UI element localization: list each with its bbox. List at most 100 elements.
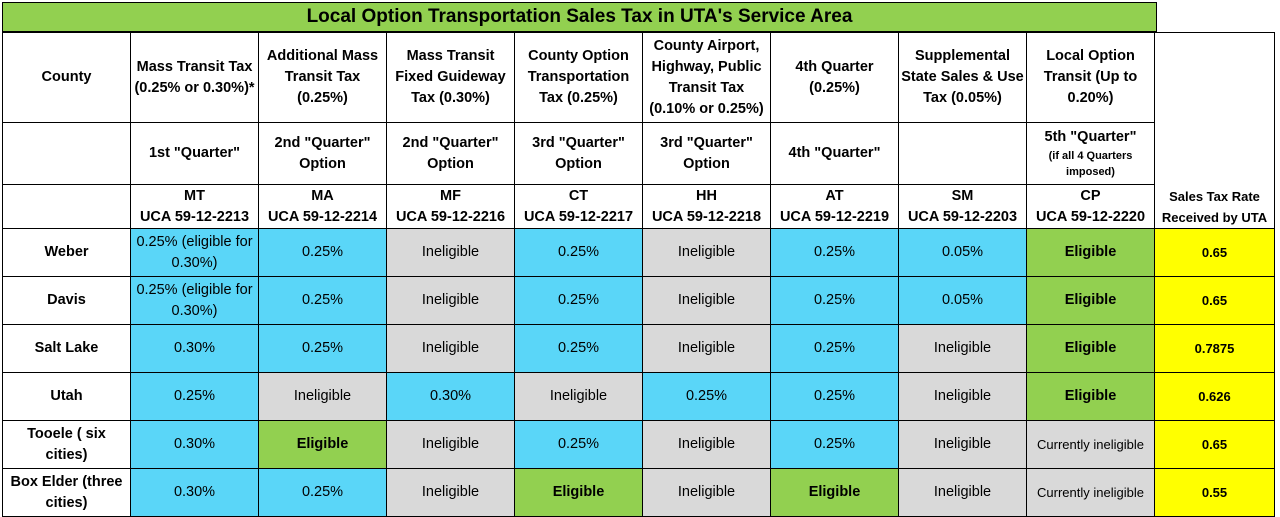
tax-cell: 0.25% bbox=[258, 324, 387, 373]
county-header-spacer bbox=[2, 184, 131, 229]
tax-cell: Eligible bbox=[514, 468, 643, 517]
quarter-note: (if all 4 Quarters imposed) bbox=[1048, 150, 1133, 178]
tax-cell: 0.25% bbox=[514, 276, 643, 325]
rate-cell: 0.55 bbox=[1154, 468, 1275, 517]
tax-code: MF bbox=[440, 187, 461, 204]
tax-cell: Ineligible bbox=[386, 420, 515, 469]
tax-cell: 0.25% bbox=[770, 420, 899, 469]
county-name: Davis bbox=[2, 276, 131, 325]
tax-cell: 0.30% bbox=[386, 372, 515, 421]
quarter-text: 1st "Quarter" bbox=[148, 145, 241, 161]
quarter-label: 5th "Quarter" (if all 4 Quarters imposed) bbox=[1026, 122, 1155, 185]
tax-cell: Eligible bbox=[1026, 372, 1155, 421]
rate-cell: 0.7875 bbox=[1154, 324, 1275, 373]
county-name: Tooele ( six cities) bbox=[2, 420, 131, 469]
county-name: Utah bbox=[2, 372, 131, 421]
header-row-codes: MT UCA 59-12-2213 MA UCA 59-12-2214 MF UCA 59… bbox=[2, 184, 1275, 229]
tax-cell: Ineligible bbox=[898, 324, 1027, 373]
tax-cell: 0.05% bbox=[898, 276, 1027, 325]
quarter-text: 2nd "Quarter" Option bbox=[402, 134, 499, 172]
tax-cell: Ineligible bbox=[642, 228, 771, 277]
tax-cell: Ineligible bbox=[386, 468, 515, 517]
quarter-text: 3rd "Quarter" Option bbox=[660, 134, 753, 172]
quarter-label bbox=[898, 122, 1027, 185]
tax-column-header: County Option Transportation Tax (0.25%) bbox=[514, 32, 643, 123]
tax-column-header: Mass Transit Fixed Guideway Tax (0.30%) bbox=[386, 32, 515, 123]
quarter-label: 3rd "Quarter" Option bbox=[514, 122, 643, 185]
tax-cell: Eligible bbox=[1026, 276, 1155, 325]
code-label: SM UCA 59-12-2203 bbox=[898, 184, 1027, 229]
uca-citation: UCA 59-12-2217 bbox=[523, 208, 634, 225]
tax-cell: Ineligible bbox=[514, 372, 643, 421]
tax-code: MT bbox=[184, 187, 205, 204]
table-row: Utah 0.25% Ineligible 0.30% Ineligible 0.25% 0… bbox=[2, 372, 1275, 421]
tax-cell: Eligible bbox=[1026, 324, 1155, 373]
quarter-text: 5th "Quarter" bbox=[1044, 129, 1137, 145]
quarter-label: 2nd "Quarter" Option bbox=[258, 122, 387, 185]
table-row: Weber 0.25% (eligible for 0.30%) 0.25% Inel… bbox=[2, 228, 1275, 277]
tax-cell: 0.25% bbox=[770, 324, 899, 373]
quarter-label: 1st "Quarter" bbox=[130, 122, 259, 185]
tax-cell: Ineligible bbox=[642, 420, 771, 469]
tax-column-header: Additional Mass Transit Tax (0.25%) bbox=[258, 32, 387, 123]
table-row: Tooele ( six cities) 0.30% Eligible Ineligi… bbox=[2, 420, 1275, 469]
county-name: Box Elder (three cities) bbox=[2, 468, 131, 517]
rate-cell: 0.626 bbox=[1154, 372, 1275, 421]
tax-code: CT bbox=[568, 187, 589, 204]
quarter-text: 4th "Quarter" bbox=[788, 145, 881, 161]
header-row-names: County Mass Transit Tax (0.25% or 0.30%)*… bbox=[2, 32, 1275, 229]
code-label: MF UCA 59-12-2216 bbox=[386, 184, 515, 229]
uca-citation: UCA 59-12-2216 bbox=[395, 208, 506, 225]
county-name: Weber bbox=[2, 228, 131, 277]
quarter-text: 3rd "Quarter" Option bbox=[532, 134, 625, 172]
tax-cell: 0.25% bbox=[770, 228, 899, 277]
tax-cell: Currently ineligible bbox=[1026, 420, 1155, 469]
tax-code: SM bbox=[951, 187, 974, 204]
code-label: CT UCA 59-12-2217 bbox=[514, 184, 643, 229]
tax-column-header: Mass Transit Tax (0.25% or 0.30%)* bbox=[130, 32, 259, 123]
tax-cell: 0.25% bbox=[258, 228, 387, 277]
tax-column-header: Local Option Transit (Up to 0.20%) bbox=[1026, 32, 1155, 123]
tax-code: MA bbox=[311, 187, 334, 204]
tax-cell: 0.25% bbox=[258, 276, 387, 325]
sales-tax-table: County Mass Transit Tax (0.25% or 0.30%)*… bbox=[2, 32, 1275, 517]
quarter-label: 3rd "Quarter" Option bbox=[642, 122, 771, 185]
tax-cell: 0.30% bbox=[130, 324, 259, 373]
tax-cell: Currently ineligible bbox=[1026, 468, 1155, 517]
tax-cell: Ineligible bbox=[258, 372, 387, 421]
tax-cell: 0.25% bbox=[770, 276, 899, 325]
tax-cell: 0.25% bbox=[514, 420, 643, 469]
uca-citation: UCA 59-12-2219 bbox=[779, 208, 890, 225]
code-label: CP UCA 59-12-2220 bbox=[1026, 184, 1155, 229]
tax-cell: Ineligible bbox=[642, 324, 771, 373]
table-row: Salt Lake 0.30% 0.25% Ineligible 0.25% Inelig… bbox=[2, 324, 1275, 373]
table-row: Box Elder (three cities) 0.30% 0.25% Inelig… bbox=[2, 468, 1275, 517]
tax-cell: 0.25% bbox=[642, 372, 771, 421]
tax-cell: 0.25% bbox=[130, 372, 259, 421]
tax-cell: Ineligible bbox=[898, 420, 1027, 469]
table-title: Local Option Transportation Sales Tax in… bbox=[2, 2, 1157, 32]
quarter-label: 4th "Quarter" bbox=[770, 122, 899, 185]
tax-cell: 0.25% (eligible for 0.30%) bbox=[130, 276, 259, 325]
uca-citation: UCA 59-12-2213 bbox=[139, 208, 250, 225]
tax-cell: Ineligible bbox=[898, 468, 1027, 517]
tax-cell: Ineligible bbox=[386, 228, 515, 277]
rate-cell: 0.65 bbox=[1154, 420, 1275, 469]
tax-code: HH bbox=[696, 187, 717, 204]
county-header-spacer bbox=[2, 122, 131, 185]
tax-cell: Ineligible bbox=[642, 468, 771, 517]
county-name: Salt Lake bbox=[2, 324, 131, 373]
tax-cell: 0.25% bbox=[514, 228, 643, 277]
tax-cell: 0.25% (eligible for 0.30%) bbox=[130, 228, 259, 277]
tax-cell: Eligible bbox=[1026, 228, 1155, 277]
tax-cell: Ineligible bbox=[898, 372, 1027, 421]
county-column-header: County bbox=[2, 32, 131, 123]
tax-cell: 0.30% bbox=[130, 468, 259, 517]
tax-cell: Eligible bbox=[258, 420, 387, 469]
tax-cell: 0.25% bbox=[514, 324, 643, 373]
uca-citation: UCA 59-12-2203 bbox=[907, 208, 1018, 225]
uca-citation: UCA 59-12-2218 bbox=[651, 208, 762, 225]
rate-cell: 0.65 bbox=[1154, 276, 1275, 325]
rate-cell: 0.65 bbox=[1154, 228, 1275, 277]
